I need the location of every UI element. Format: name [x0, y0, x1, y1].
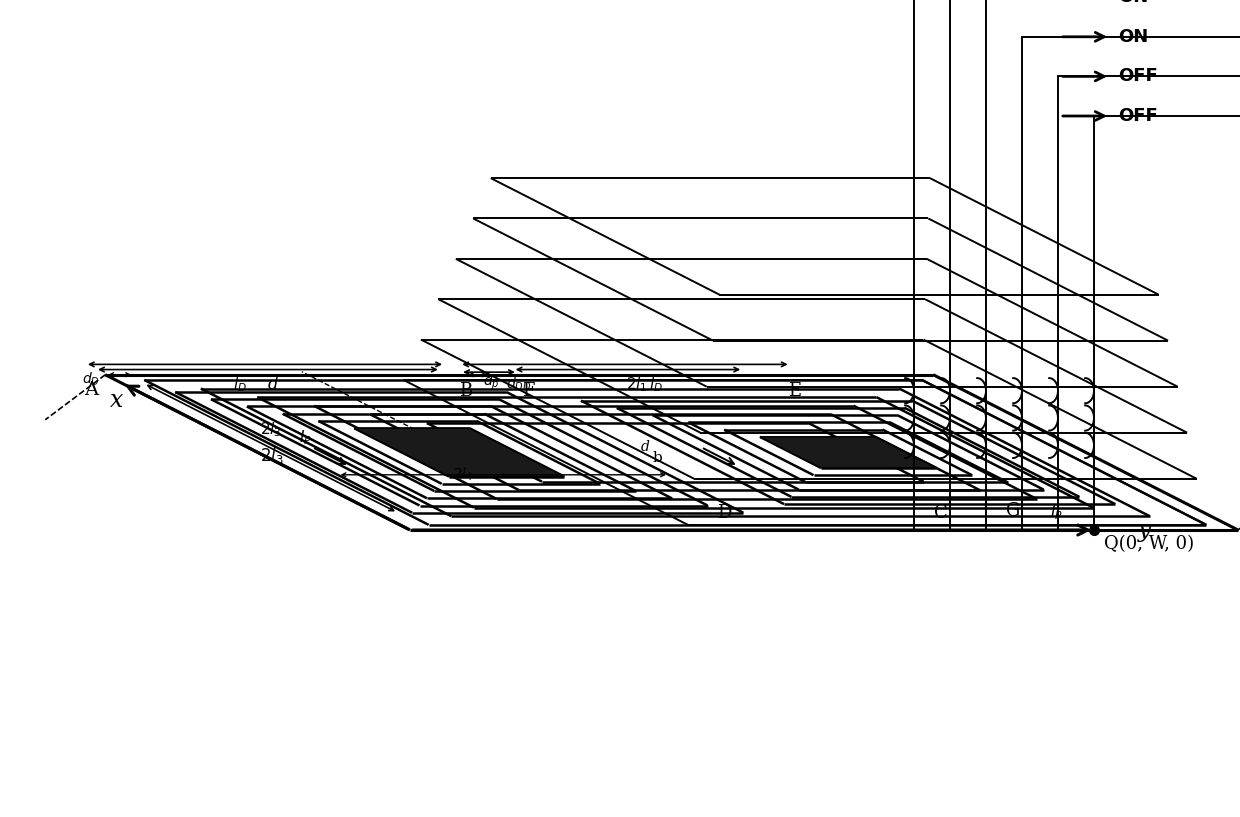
Text: OFF: OFF [1118, 67, 1158, 86]
Text: C: C [934, 504, 947, 522]
Polygon shape [760, 437, 936, 468]
Text: $l_D$: $l_D$ [233, 375, 247, 394]
Text: E: E [787, 382, 801, 400]
Text: $2l_4$: $2l_4$ [453, 466, 474, 484]
Text: y: y [1138, 519, 1152, 542]
Text: D: D [718, 504, 732, 522]
Text: b: b [652, 451, 662, 465]
Text: ON: ON [1118, 0, 1148, 7]
Polygon shape [355, 428, 564, 476]
Text: $2l_3$: $2l_3$ [259, 444, 283, 466]
Text: $d_{DD}$: $d_{DD}$ [506, 376, 532, 393]
Polygon shape [105, 375, 1238, 530]
Text: $l_D$: $l_D$ [649, 375, 663, 394]
Text: Q(0, W, 0): Q(0, W, 0) [1104, 535, 1194, 553]
Text: B: B [459, 382, 472, 400]
Text: $d_p$: $d_p$ [482, 373, 500, 392]
Text: F: F [522, 382, 534, 400]
Text: d: d [268, 376, 278, 393]
Text: A: A [84, 381, 98, 399]
Text: OFF: OFF [1118, 107, 1158, 125]
Text: ON: ON [1118, 28, 1148, 46]
Text: $I_P$: $I_P$ [299, 428, 311, 447]
Text: $2l_3$: $2l_3$ [260, 421, 281, 440]
Text: G: G [1006, 502, 1021, 520]
Text: $I_P$: $I_P$ [1049, 503, 1063, 522]
Text: $d_D$: $d_D$ [82, 371, 99, 388]
Text: d: d [641, 440, 650, 453]
Text: x: x [110, 389, 124, 412]
Text: $2l_1$: $2l_1$ [626, 375, 647, 394]
